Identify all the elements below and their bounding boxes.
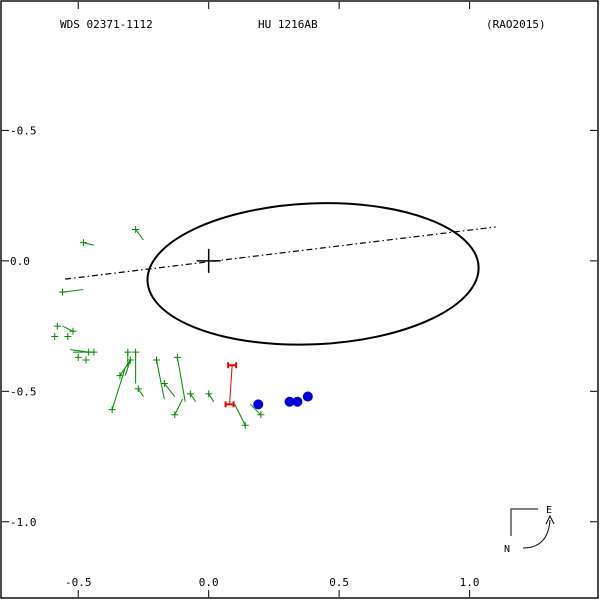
header-wds-id: WDS 02371-1112 xyxy=(60,18,153,31)
micrometer-residual-17 xyxy=(156,359,165,400)
micrometer-residual-18 xyxy=(163,383,176,397)
observations-layer xyxy=(51,226,313,429)
micrometer-point-2 xyxy=(59,288,67,296)
micrometer-point-12 xyxy=(116,372,124,380)
micrometer-residual-19 xyxy=(174,398,184,416)
orbit-ellipse xyxy=(146,202,480,346)
micrometer-point-17 xyxy=(153,356,160,364)
compass-arrowhead-icon xyxy=(545,514,555,525)
micrometer-point-8 xyxy=(90,348,98,356)
compass-north-label: N xyxy=(504,544,510,555)
x-tick-label-3: 1.0 xyxy=(460,576,480,589)
compass-axes xyxy=(510,508,538,536)
compass-east-label: E xyxy=(546,505,552,516)
micrometer-point-5 xyxy=(74,353,82,361)
y-tick-label-0: -0.5 xyxy=(10,124,37,137)
header-reference: (RAO2015) xyxy=(486,18,546,31)
micrometer-point-21 xyxy=(186,390,194,398)
orbit-layer xyxy=(65,202,496,346)
recent-residual xyxy=(229,365,233,405)
micrometer-residual-20 xyxy=(176,357,186,402)
micrometer-point-15 xyxy=(132,348,140,356)
micrometer-point-13 xyxy=(124,348,132,356)
micrometer-point-9 xyxy=(79,239,87,247)
micrometer-residual-10 xyxy=(135,229,144,241)
micrometer-point-11 xyxy=(108,406,116,414)
micrometer-point-20 xyxy=(173,353,181,361)
x-tick-label-0: -0.5 xyxy=(65,576,92,589)
micrometer-point-23 xyxy=(241,421,249,429)
micrometer-residual-12 xyxy=(119,359,131,376)
line-of-nodes xyxy=(65,226,496,280)
micrometer-residual-24 xyxy=(250,404,262,416)
micrometer-point-24 xyxy=(257,411,265,419)
micrometer-point-16 xyxy=(134,385,142,393)
compass-arrow-icon xyxy=(522,519,551,549)
speckle-point-1 xyxy=(284,396,295,407)
y-tick-label-2: -0.5 xyxy=(10,385,37,398)
header-discoverer: HU 1216AB xyxy=(258,18,318,31)
micrometer-point-0 xyxy=(51,333,59,341)
micrometer-point-19 xyxy=(171,411,179,419)
micrometer-residual-14 xyxy=(124,359,131,376)
micrometer-residual-4 xyxy=(62,325,74,332)
recent-point-1 xyxy=(227,362,238,369)
micrometer-point-6 xyxy=(82,356,90,364)
micrometer-residual-21 xyxy=(190,393,197,403)
micrometer-point-10 xyxy=(132,226,140,234)
y-tick-label-1: 0.0 xyxy=(10,255,30,268)
recent-point-0 xyxy=(224,401,235,408)
micrometer-residual-23 xyxy=(234,404,246,426)
micrometer-point-22 xyxy=(205,390,213,398)
micrometer-residual-16 xyxy=(137,388,144,397)
speckle-point-0 xyxy=(253,399,264,410)
micrometer-point-14 xyxy=(126,356,134,364)
micrometer-residual-22 xyxy=(208,393,215,403)
speckle-point-3 xyxy=(302,391,313,402)
micrometer-point-18 xyxy=(160,379,168,387)
micrometer-point-4 xyxy=(69,327,77,335)
x-tick-label-2: 0.5 xyxy=(329,576,349,589)
speckle-point-2 xyxy=(292,396,303,407)
micrometer-point-3 xyxy=(64,333,72,341)
compass: E N xyxy=(504,505,555,555)
x-tick-label-1: 0.0 xyxy=(199,576,219,589)
micrometer-point-1 xyxy=(53,322,61,330)
y-tick-label-3: -1.0 xyxy=(10,516,37,529)
micrometer-residual-11 xyxy=(111,367,126,410)
